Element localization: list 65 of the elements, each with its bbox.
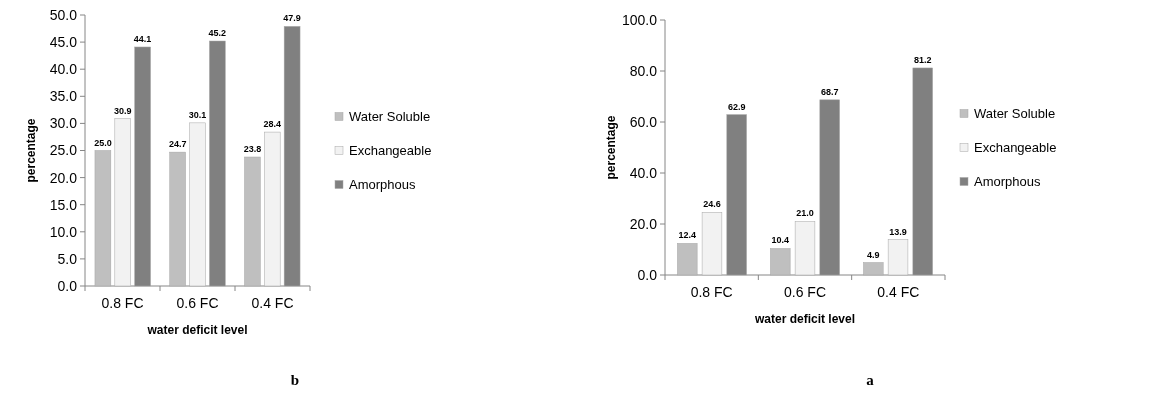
x-tick-label: 0.8 FC	[101, 295, 144, 311]
bar	[770, 248, 791, 276]
data-label: 10.4	[771, 235, 790, 246]
data-label: 12.4	[678, 230, 697, 241]
data-label: 68.7	[820, 86, 839, 97]
data-label: 28.4	[263, 119, 282, 130]
y-tick-label: 20.0	[629, 215, 658, 232]
y-tick-label: 10.0	[49, 223, 78, 240]
legend-label: Exchangeable	[974, 140, 1057, 156]
text: a	[866, 372, 875, 388]
data-label: 24.7	[168, 139, 187, 150]
bar	[794, 221, 816, 276]
data-label: 45.2	[208, 28, 227, 39]
data-label: 24.6	[703, 199, 721, 210]
y-tick-label: 50.0	[49, 6, 78, 23]
y-tick-label: 40.0	[49, 61, 78, 78]
y-tick-label: 5.0	[57, 250, 78, 267]
y-tick-label: 15.0	[49, 196, 78, 213]
y-tick-label: 0.0	[637, 266, 658, 283]
data-label: 81.2	[913, 54, 932, 65]
y-tick-label: 60.0	[629, 113, 658, 130]
x-tick-label: 0.4 FC	[877, 284, 920, 300]
data-label: 25.0	[94, 137, 112, 148]
y-tick-label: 45.0	[49, 34, 78, 50]
y-tick-label: 30.0	[49, 115, 78, 132]
data-label: 62.9	[727, 101, 746, 112]
legend-label: Water Soluble	[974, 106, 1056, 122]
bar	[264, 131, 281, 287]
bar	[863, 262, 884, 276]
legend-label: Amorphous	[349, 177, 416, 193]
y-tick-label: 25.0	[49, 142, 78, 159]
bar	[169, 151, 186, 287]
text: b	[290, 372, 300, 388]
x-tick-label: 0.6 FC	[783, 284, 827, 300]
legend-label: Water Soluble	[349, 109, 431, 125]
y-axis-title: percentage	[24, 118, 38, 183]
x-tick-label: 0.6 FC	[176, 295, 219, 311]
data-label: 13.9	[889, 226, 907, 237]
legend-label: Amorphous	[974, 174, 1041, 190]
x-tick-label: 0.8 FC	[690, 284, 733, 300]
bar	[677, 243, 698, 276]
y-tick-label: 100.0	[621, 11, 658, 28]
bar	[94, 150, 112, 287]
y-tick-label: 40.0	[629, 164, 658, 181]
x-tick-label: 0.4 FC	[251, 295, 294, 311]
y-tick-label: 0.0	[57, 277, 78, 294]
bar	[244, 156, 261, 287]
bar	[701, 212, 723, 276]
data-label: 21.0	[796, 208, 814, 219]
bar	[189, 122, 206, 287]
data-label: 23.8	[243, 144, 262, 154]
y-tick-label: 35.0	[49, 88, 78, 105]
bar	[887, 239, 909, 276]
y-tick-label: 20.0	[49, 169, 78, 186]
data-label: 4.9	[867, 249, 880, 260]
y-axis-title: percentage	[604, 115, 618, 180]
x-axis-title: water deficit level	[753, 312, 856, 326]
data-label: 44.1	[133, 33, 152, 44]
data-label: 30.1	[188, 109, 207, 120]
data-label: 47.9	[283, 13, 301, 24]
x-axis-title: water deficit level	[146, 323, 248, 337]
legend-label: Exchangeable	[349, 143, 432, 159]
data-label: 30.9	[113, 105, 132, 116]
bar	[114, 118, 131, 287]
y-tick-label: 80.0	[629, 62, 658, 79]
